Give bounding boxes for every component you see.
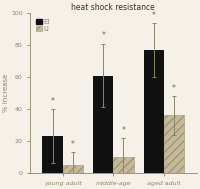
Text: *: * bbox=[101, 31, 105, 40]
Text: *: * bbox=[152, 11, 156, 20]
Bar bbox=[164, 115, 184, 173]
Bar bbox=[63, 165, 83, 173]
Bar bbox=[42, 136, 63, 173]
Text: *: * bbox=[122, 125, 125, 135]
Y-axis label: % increase: % increase bbox=[3, 74, 9, 112]
Bar bbox=[144, 50, 164, 173]
Bar bbox=[93, 76, 113, 173]
Text: *: * bbox=[71, 140, 75, 149]
Text: *: * bbox=[51, 97, 54, 106]
Bar bbox=[113, 157, 134, 173]
Text: *: * bbox=[172, 84, 176, 93]
Title: heat shock resistance: heat shock resistance bbox=[71, 3, 155, 12]
Legend: EI, LI: EI, LI bbox=[35, 18, 51, 33]
